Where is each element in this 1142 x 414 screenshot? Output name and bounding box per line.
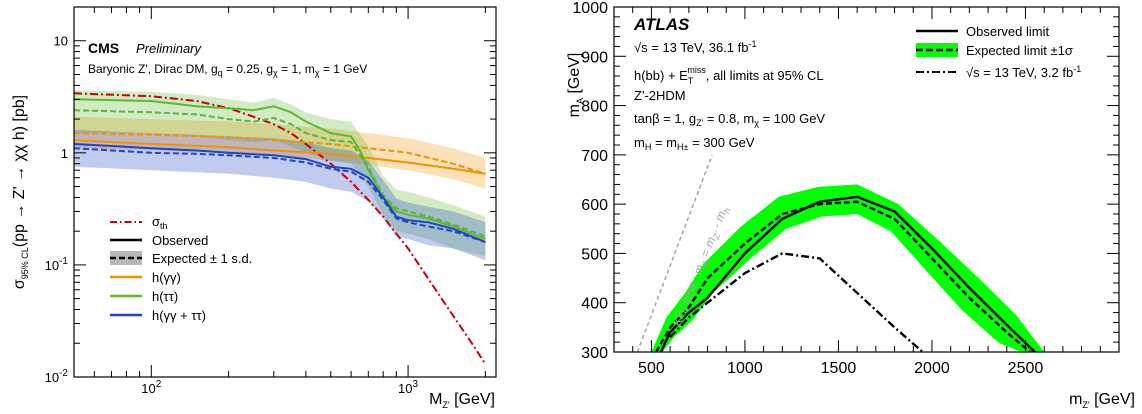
cms-legend: σth Observed Expected ± 1 s.d. h(γγ) h(τ… (110, 214, 252, 323)
atlas-channel: h(bb) + ETmiss, all limits at 95% CL (634, 65, 824, 86)
atlas-params2: mH = mH± = 300 GeV (634, 135, 755, 152)
atlas-ticks: 500 1000 1500 2000 2500 300 400 500 600 700 800 900… (572, 0, 1120, 377)
legend-label-observed-limit: Observed limit (966, 24, 1049, 39)
atlas-limit-plot: 500 1000 1500 2000 2500 300 400 500 600 700 800 900… (566, 0, 1135, 410)
y-tick-label: 500 (581, 246, 608, 263)
band-expected-limit (651, 184, 1045, 352)
legend-label-previous: √s = 13 TeV, 3.2 fb-1 (966, 64, 1081, 80)
band-h-expected (74, 129, 486, 261)
series-s-13-tev-3-2-fb-1 (669, 252, 924, 352)
series-observed-limit (659, 195, 1036, 352)
cms-ticks: 102 103 10-2 10-1 1 10 (45, 6, 496, 396)
y-tick-label: 900 (581, 49, 608, 66)
series-expected-limit (655, 200, 1031, 352)
atlas-bands (651, 184, 1045, 352)
y-tick-label: 1000 (572, 0, 608, 17)
cms-lines (74, 92, 487, 365)
kin-limit-line (636, 154, 713, 352)
y-tick-label: 10-2 (45, 368, 69, 385)
y-tick-label: 400 (581, 296, 608, 313)
y-tick-label: 600 (581, 197, 608, 214)
cms-experiment-label: CMS (88, 40, 119, 56)
y-tick-label: 1 (61, 146, 68, 161)
x-tick-label: 1500 (821, 360, 857, 377)
y-tick-label: 300 (581, 345, 608, 362)
cms-limit-plot: 102 103 10-2 10-1 1 10 CMS Preliminary Baryon… (11, 6, 497, 410)
cms-xlabel: MZ' [GeV] (429, 391, 495, 410)
cms-ylabel: σ95% CL(pp → Z' → χχ h) [pb] (11, 95, 30, 289)
cms-bands (74, 90, 486, 261)
series-h-observed (74, 98, 486, 241)
atlas-params1: tanβ = 1, gZ' = 0.8, mχ = 100 GeV (634, 111, 825, 128)
legend-label-observed: Observed (152, 233, 208, 248)
legend-label-htautau: h(ττ) (152, 289, 178, 304)
x-tick-label: 103 (398, 379, 418, 396)
legend-label-hcomb: h(γγ + ττ) (152, 308, 206, 323)
atlas-lines (636, 154, 1036, 352)
atlas-experiment-label: ATLAS (633, 15, 690, 34)
legend-label-expected-limit: Expected limit ±1σ (966, 43, 1073, 58)
series-h-expected (74, 132, 486, 175)
y-tick-label: 800 (581, 99, 608, 116)
legend-label-sigma-th: σth (152, 214, 168, 231)
y-tick-label: 10-1 (45, 256, 69, 273)
x-tick-label: 2000 (914, 360, 950, 377)
atlas-legend: Observed limit Expected limit ±1σ √s = 1… (916, 24, 1081, 80)
series-h-expected (74, 109, 486, 238)
atlas-xlabel: mZ' [GeV] (1069, 391, 1135, 410)
series-h-observed (74, 143, 486, 243)
cms-plot-frame (73, 6, 497, 378)
atlas-plot-frame (613, 6, 1120, 353)
atlas-model: Z'-2HDM (634, 88, 686, 103)
legend-label-hgg: h(γγ) (152, 270, 181, 285)
cms-model-text: Baryonic Z', Dirac DM, gq = 0.25, gχ = 1… (88, 62, 367, 78)
x-tick-label: 2500 (1008, 360, 1044, 377)
x-tick-label: 500 (638, 360, 665, 377)
atlas-energy-lumi: √s = 13 TeV, 36.1 fb-1 (634, 39, 757, 55)
cms-status-label: Preliminary (136, 41, 203, 56)
x-tick-label: 1000 (727, 360, 763, 377)
legend-label-expected: Expected ± 1 s.d. (152, 251, 252, 266)
atlas-ylabel: mA [GeV] (566, 53, 585, 118)
series-h-observed (74, 139, 486, 175)
y-tick-label: 700 (581, 148, 608, 165)
band-h-expected (74, 90, 486, 256)
legend-swatch-expected-band (110, 251, 142, 265)
x-tick-label: 102 (141, 379, 161, 396)
series-h-expected (74, 147, 486, 243)
y-tick-label: 10 (54, 34, 68, 49)
